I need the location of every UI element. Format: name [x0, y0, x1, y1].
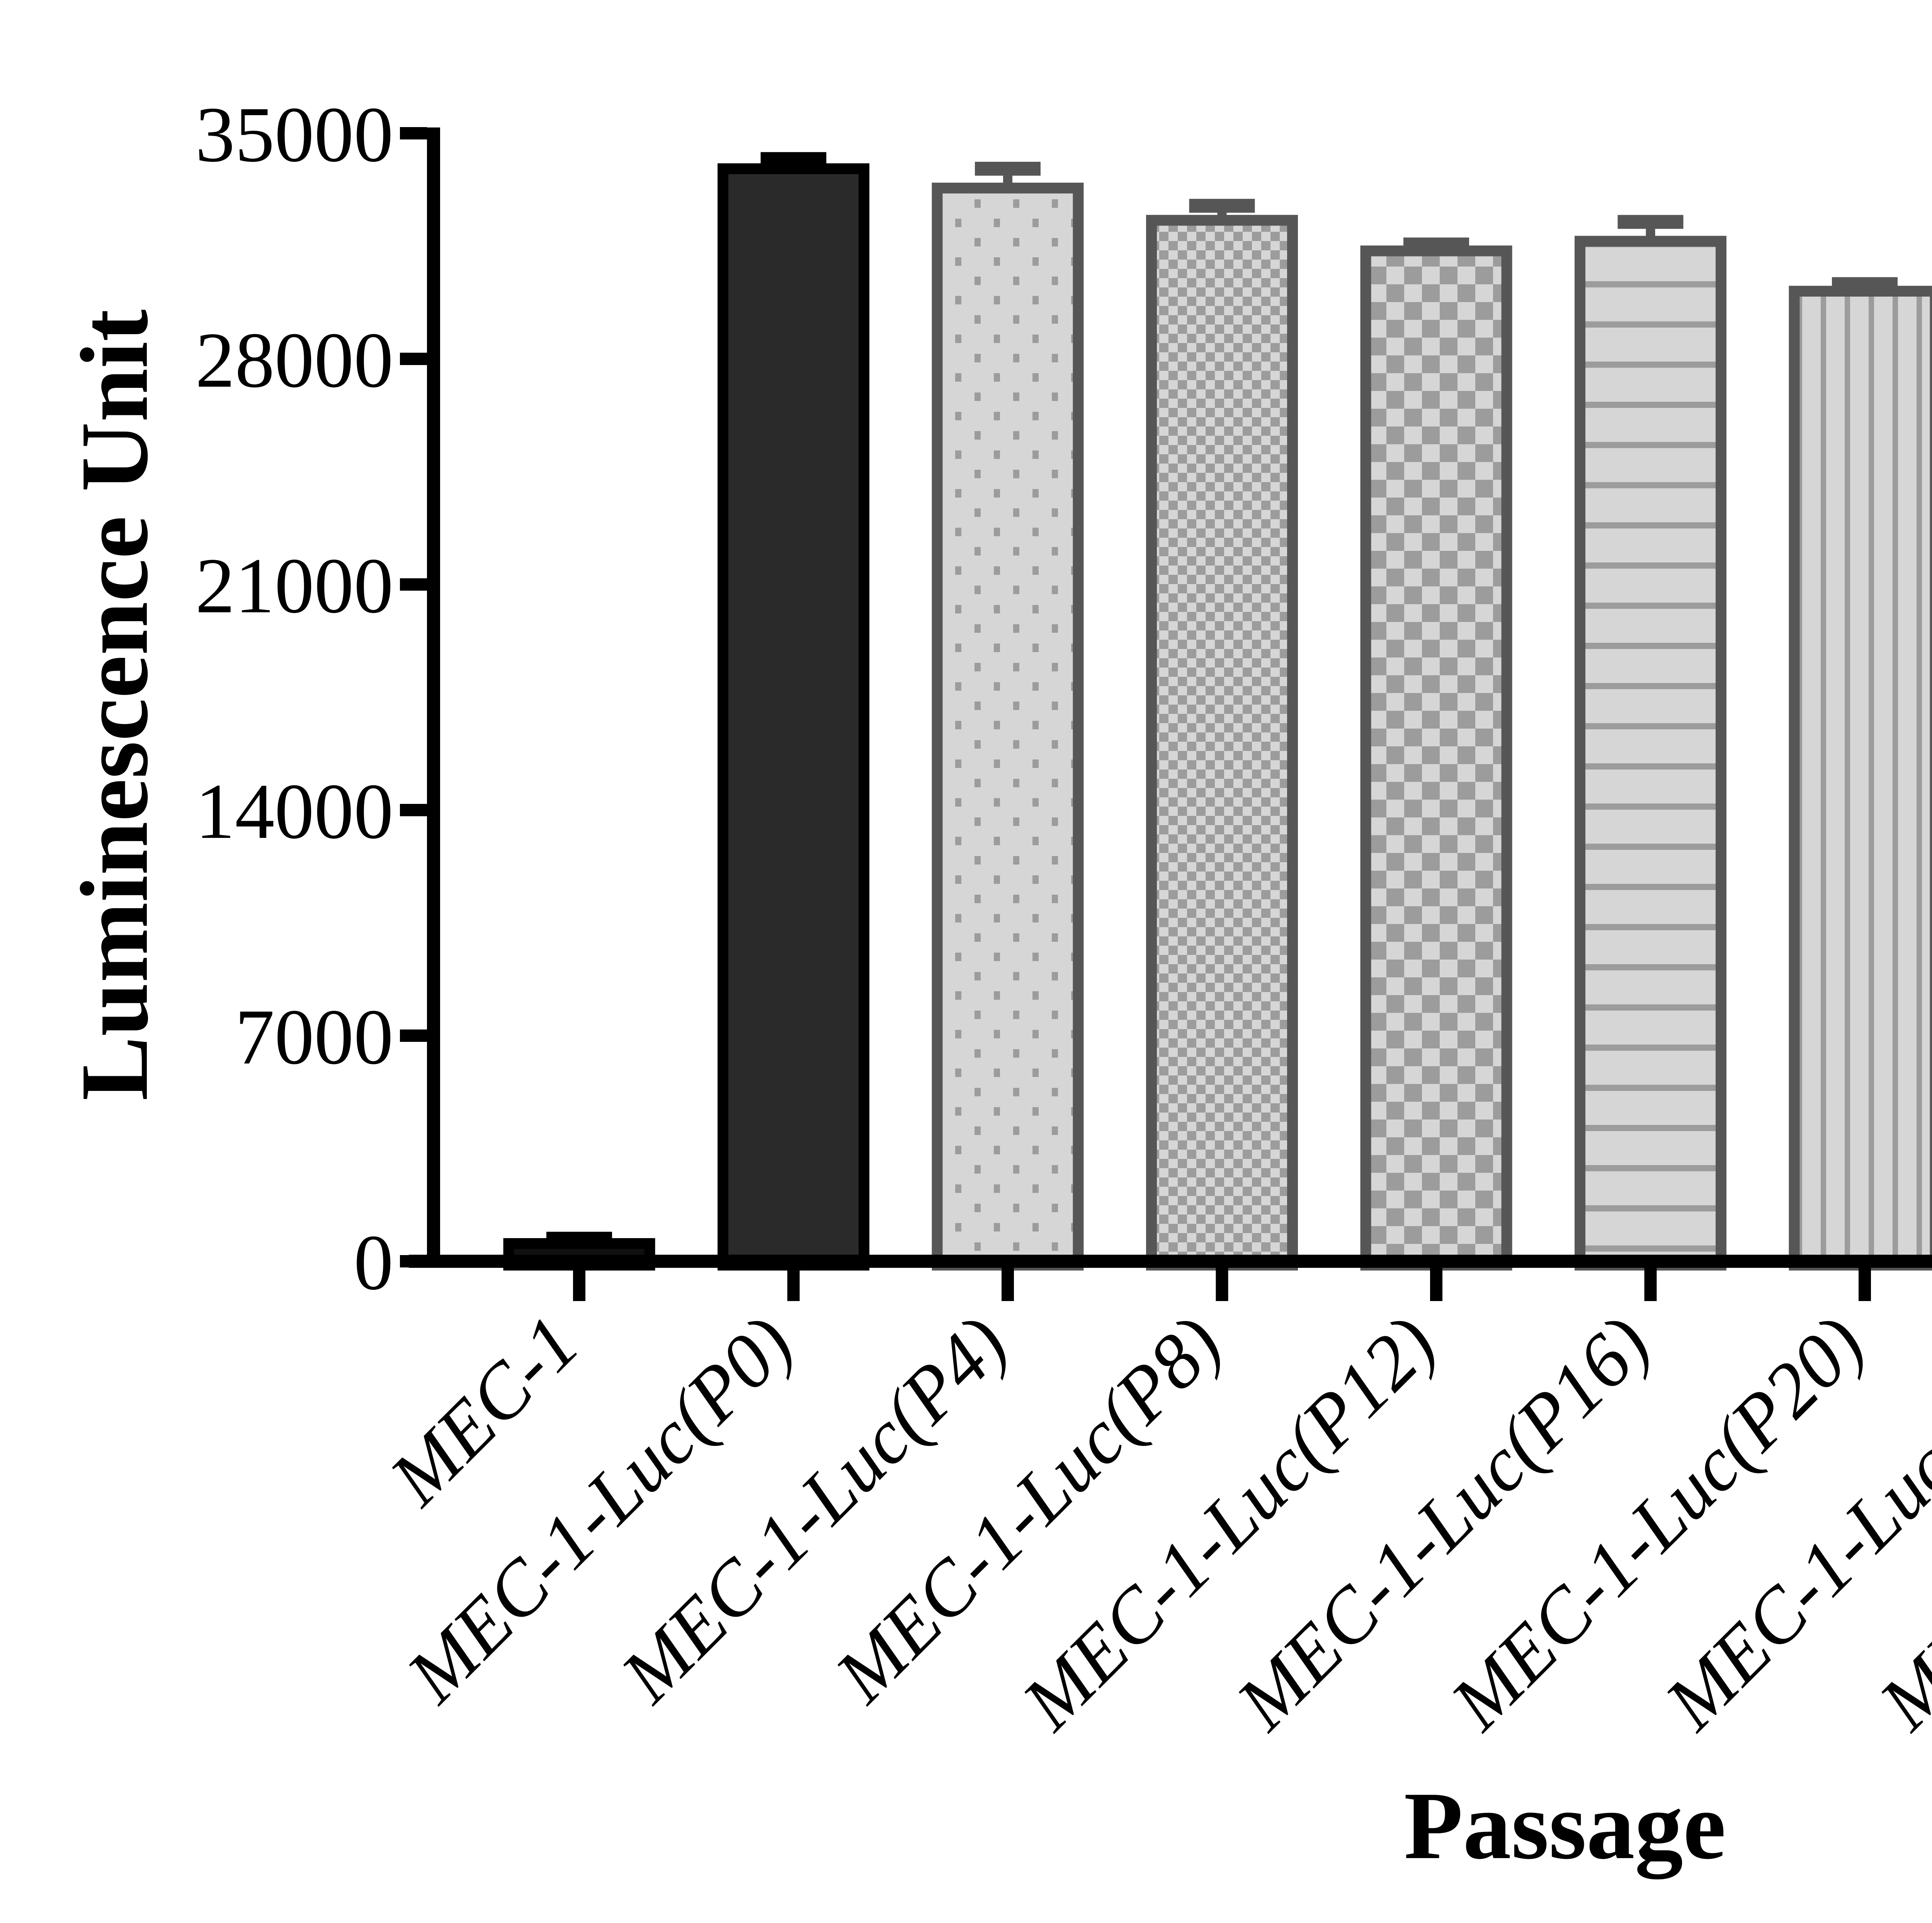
bar-rect — [718, 163, 869, 1271]
y-axis-title: Luminescence Unit — [61, 309, 168, 1101]
bar-MEC-1-Luc(P0) — [718, 152, 869, 1271]
x-tick — [1430, 1268, 1442, 1301]
y-tick — [400, 353, 427, 365]
bars-group — [503, 152, 1932, 1271]
y-axis-spine — [427, 127, 440, 1268]
x-tick — [1216, 1268, 1228, 1301]
bar-MEC-1-Luc(P20) — [1789, 277, 1932, 1271]
x-category-label: MEC-1-Luc(P8) — [818, 1300, 1238, 1719]
y-tick-label: 28000 — [196, 316, 394, 404]
bar-MEC-1-Luc(P8) — [1146, 199, 1298, 1271]
y-tick-label: 14000 — [196, 768, 394, 855]
x-tick — [1644, 1268, 1657, 1301]
bar-rect — [1360, 245, 1512, 1271]
y-tick — [400, 804, 427, 816]
y-tick-label: 7000 — [235, 993, 393, 1081]
x-tick — [573, 1268, 585, 1301]
bar-rect — [1146, 215, 1298, 1271]
bar-MEC-1-Luc(P12) — [1360, 237, 1512, 1271]
error-bar-cap — [1189, 199, 1255, 213]
x-tick — [1002, 1268, 1014, 1301]
bar-MEC-1-Luc(P16) — [1575, 215, 1726, 1271]
y-tick — [400, 127, 427, 139]
error-bar-cap — [1617, 215, 1684, 229]
bar-rect — [1789, 285, 1932, 1271]
y-tick-label: 0 — [354, 1219, 394, 1306]
y-tick-label: 35000 — [196, 91, 394, 178]
error-bar-cap — [975, 161, 1041, 176]
x-tick — [1859, 1268, 1871, 1301]
y-tick — [400, 1029, 427, 1042]
x-axis-title: Passage — [1404, 1772, 1726, 1879]
y-tick — [400, 578, 427, 591]
x-tick — [787, 1268, 800, 1301]
y-tick-label: 21000 — [196, 542, 394, 630]
x-axis-line — [409, 1255, 1932, 1268]
y-tick — [400, 1255, 427, 1267]
x-category-label: MEC-1-Luc(P4) — [604, 1300, 1024, 1719]
bar-rect — [1575, 236, 1726, 1271]
bar-rect — [932, 182, 1084, 1271]
bar-MEC-1-Luc(P4) — [932, 161, 1084, 1271]
x-category-label: MEC-1-Luc(P0) — [390, 1300, 809, 1719]
